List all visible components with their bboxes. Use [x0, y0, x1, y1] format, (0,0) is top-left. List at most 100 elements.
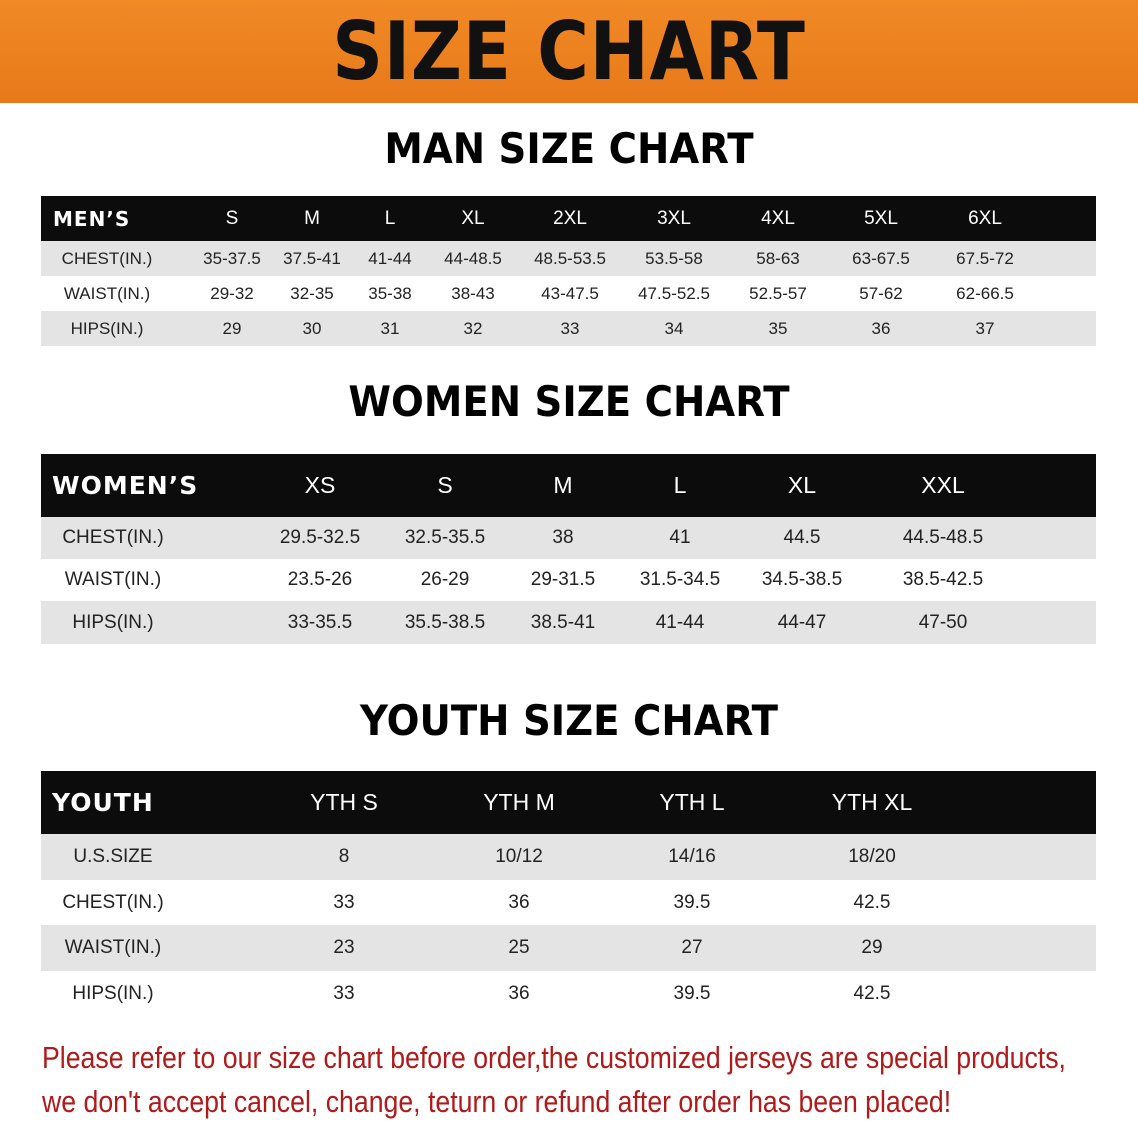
table-cell: 41 — [669, 527, 691, 548]
table-cell: 44.5 — [783, 527, 821, 548]
size-header: L — [673, 472, 687, 498]
row-label: HIPS(IN.) — [72, 611, 154, 633]
table-cell: 31 — [380, 318, 400, 338]
table-cell: 35-38 — [368, 283, 412, 303]
size-header: XL — [787, 472, 817, 498]
table-row: CHEST(IN.) 29.5-32.5 32.5-35.5 38 41 44.5 44.5… — [41, 517, 1096, 559]
table-cell: 30 — [302, 318, 322, 338]
table-row: CHEST(IN.) 35-37.5 37.5-41 41-44 44-48.5 48.5… — [41, 241, 1096, 276]
notice-line-2: we don't accept cancel, change, teturn o… — [42, 1084, 952, 1119]
size-header: L — [384, 207, 396, 229]
table-cell: 62-66.5 — [956, 283, 1014, 303]
table-cell: 67.5-72 — [956, 248, 1014, 268]
size-header: 6XL — [968, 207, 1002, 229]
row-label: CHEST(IN.) — [62, 527, 164, 548]
size-header: YTH S — [310, 789, 378, 815]
table-cell: 26-29 — [420, 569, 470, 590]
table-cell: 23.5-26 — [287, 569, 353, 590]
banner-title: SIZE CHART — [332, 5, 806, 98]
size-header: S — [437, 472, 453, 498]
table-cell: 58-63 — [756, 248, 800, 268]
youth-section-title: YOUTH SIZE CHART — [359, 696, 779, 745]
table-row: CHEST(IN.) 33 36 39.5 42.5 — [41, 880, 1096, 925]
table-cell: 44.5-48.5 — [902, 527, 984, 548]
notice-line-1: Please refer to our size chart before or… — [42, 1040, 1066, 1075]
table-cell: 25 — [508, 937, 530, 958]
table-cell: 44-47 — [777, 611, 827, 633]
table-cell: 37.5-41 — [283, 248, 341, 268]
table-cell: 32.5-35.5 — [404, 527, 486, 548]
row-label: CHEST(IN.) — [61, 248, 153, 268]
table-cell: 33 — [333, 982, 355, 1004]
table-cell: 42.5 — [853, 891, 891, 913]
table-cell: 27 — [681, 937, 703, 958]
table-header-title: WOMEN’S — [52, 471, 199, 500]
table-cell: 41-44 — [655, 611, 705, 633]
table-cell: 33 — [560, 318, 580, 338]
table-cell: 32-35 — [290, 283, 334, 303]
table-header-row: MEN’S S M L XL 2XL 3XL 4XL 5XL 6XL — [41, 196, 1096, 241]
row-label: WAIST(IN.) — [64, 937, 162, 958]
table-cell: 29-31.5 — [530, 569, 596, 590]
table-cell: 14/16 — [668, 846, 716, 867]
table-cell: 29 — [861, 937, 883, 958]
size-header: S — [225, 207, 239, 229]
table-cell: 10/12 — [495, 846, 543, 867]
table-row: U.S.SIZE 8 10/12 14/16 18/20 — [41, 834, 1096, 880]
row-label: WAIST(IN.) — [63, 283, 151, 303]
table-cell: 34 — [664, 318, 684, 338]
size-header: YTH XL — [831, 789, 913, 815]
size-header: XL — [461, 207, 485, 229]
table-cell: 38.5-42.5 — [902, 569, 984, 590]
table-cell: 31.5-34.5 — [639, 569, 721, 590]
banner: SIZE CHART — [0, 0, 1138, 103]
table-row: WAIST(IN.) 23 25 27 29 — [41, 925, 1096, 971]
table-cell: 29-32 — [210, 283, 254, 303]
table-cell: 47.5-52.5 — [638, 283, 710, 303]
table-cell: 33-35.5 — [287, 611, 353, 633]
table-cell: 23 — [333, 937, 355, 958]
table-cell: 36 — [508, 891, 530, 913]
table-row: WAIST(IN.) 23.5-26 26-29 29-31.5 31.5-34.5 34… — [41, 559, 1096, 601]
table-cell: 48.5-53.5 — [534, 248, 606, 268]
size-header: 4XL — [761, 207, 795, 229]
table-row: HIPS(IN.) 33-35.5 35.5-38.5 38.5-41 41-44 44-… — [41, 601, 1096, 644]
table-header-row: WOMEN’S XS S M L XL XXL — [41, 454, 1096, 517]
women-section-title: WOMEN SIZE CHART — [348, 377, 790, 426]
size-header: M — [304, 207, 320, 229]
table-cell: 35 — [768, 318, 788, 338]
size-header: XXL — [921, 472, 965, 498]
table-cell: 18/20 — [848, 846, 896, 867]
size-header: 2XL — [553, 207, 587, 229]
table-cell: 38.5-41 — [530, 611, 596, 633]
size-header: 5XL — [864, 207, 898, 229]
table-cell: 52.5-57 — [749, 283, 807, 303]
size-header: 3XL — [657, 207, 691, 229]
table-cell: 36 — [508, 982, 530, 1004]
size-header: YTH L — [659, 789, 725, 815]
table-cell: 38 — [552, 527, 574, 548]
table-cell: 35-37.5 — [203, 248, 261, 268]
row-label: HIPS(IN.) — [72, 982, 154, 1004]
size-header: M — [553, 472, 573, 498]
size-header: XS — [304, 472, 336, 498]
table-cell: 32 — [463, 318, 483, 338]
row-label: CHEST(IN.) — [62, 891, 164, 913]
table-header-title: YOUTH — [52, 788, 154, 817]
table-cell: 63-67.5 — [852, 248, 910, 268]
table-cell: 47-50 — [918, 611, 968, 633]
table-cell: 44-48.5 — [444, 248, 502, 268]
table-cell: 43-47.5 — [541, 283, 599, 303]
table-cell: 57-62 — [859, 283, 903, 303]
table-cell: 35.5-38.5 — [404, 611, 486, 633]
table-cell: 38-43 — [451, 283, 495, 303]
table-cell: 39.5 — [673, 982, 711, 1004]
table-row: HIPS(IN.) 33 36 39.5 42.5 — [41, 971, 1096, 1016]
table-cell: 8 — [338, 846, 350, 867]
table-cell: 42.5 — [853, 982, 891, 1004]
table-header-row: YOUTH YTH S YTH M YTH L YTH XL — [41, 771, 1096, 834]
table-cell: 29.5-32.5 — [279, 527, 361, 548]
table-cell: 39.5 — [673, 891, 711, 913]
size-header: YTH M — [483, 789, 555, 815]
table-row: HIPS(IN.) 29 30 31 32 33 34 35 36 37 — [41, 311, 1096, 346]
